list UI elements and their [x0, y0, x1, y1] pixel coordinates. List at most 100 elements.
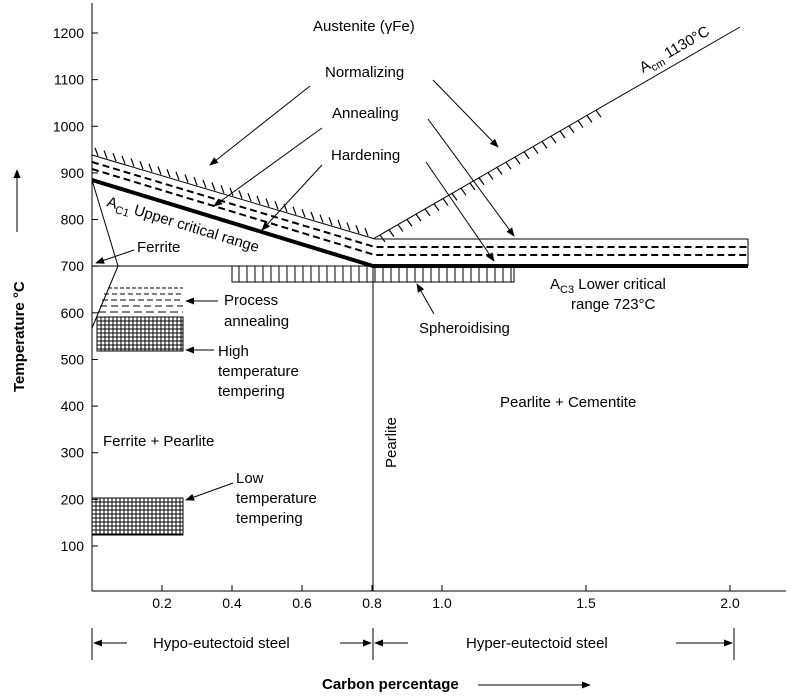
grid-outline: [96, 316, 184, 352]
high-temp-tempering-grid: [96, 316, 184, 352]
hatch-mark: [247, 192, 252, 202]
hatch-mark: [355, 225, 360, 234]
hatch-mark: [460, 187, 467, 196]
hypo-eutectoid-label: Hypo-eutectoid steel: [153, 635, 290, 652]
austenite-label: Austenite (γFe): [313, 18, 415, 35]
hatch-mark: [112, 152, 117, 162]
hatch-mark: [514, 156, 521, 165]
y-tick-label: 500: [61, 351, 85, 367]
high-temp-label-2: temperature: [218, 363, 299, 380]
x-tick-label: 1.5: [576, 595, 596, 611]
hatch-mark: [202, 179, 207, 189]
hatch-mark: [130, 158, 135, 167]
hatch-mark: [505, 161, 512, 170]
low-temp-tempering-grid: [91, 497, 184, 536]
hatch-mark: [550, 135, 557, 144]
hatch-mark: [175, 171, 180, 181]
hardening-label: Hardening: [331, 147, 400, 164]
annealing-label: Annealing: [332, 105, 399, 122]
hatch-mark: [433, 203, 440, 212]
hatch-mark: [424, 208, 431, 217]
hatch-mark: [337, 219, 342, 229]
normalizing-band-line: [91, 154, 748, 240]
annealing-band-line: [91, 161, 748, 248]
y-tick-label: 400: [61, 398, 85, 414]
ferrite-arrow: [95, 249, 135, 264]
hatch-mark: [469, 182, 476, 191]
spheroidising-arrow: [416, 283, 435, 315]
hatch-mark: [406, 219, 413, 227]
ferrite-lower-line: [91, 265, 119, 329]
hatch-mark: [415, 213, 422, 222]
hatch-mark: [184, 174, 189, 183]
y-tick-label: 600: [61, 305, 85, 321]
x-tick-label: 1.0: [432, 595, 452, 611]
annealing-arrow-left: [213, 127, 323, 207]
hardening-arrow-right: [425, 161, 495, 262]
hatch-mark: [166, 168, 171, 178]
hatch-mark: [220, 184, 225, 194]
hatch-mark: [148, 163, 153, 173]
ferrite-label: Ferrite: [137, 239, 180, 256]
hatch-mark: [319, 214, 324, 223]
acm-line: [372, 26, 741, 240]
hatch-mark: [442, 198, 449, 206]
hatch-mark: [532, 146, 539, 154]
hatch-mark: [451, 193, 458, 201]
normalizing-label: Normalizing: [325, 64, 404, 81]
hatch-mark: [139, 160, 144, 170]
hatch-mark: [265, 198, 270, 207]
hatch-mark: [292, 206, 297, 215]
normalizing-arrow-left: [209, 85, 311, 166]
y-tick-label: 1200: [53, 25, 84, 41]
low-temp-label-3: tempering: [236, 510, 303, 527]
y-axis-title: Temperature °C: [11, 281, 28, 392]
hatch-mark: [229, 187, 234, 197]
hatch-mark: [496, 167, 503, 175]
y-tick-label: 700: [61, 258, 85, 274]
hatch-mark: [388, 229, 395, 238]
spheroidising-hatch: [238, 266, 512, 282]
process-annealing-label-1: Process: [224, 292, 278, 309]
hatch-mark: [487, 172, 494, 180]
spheroidising-band: [231, 265, 515, 283]
ac3-label-2: range 723°C: [571, 296, 656, 313]
low-temp-label-2: temperature: [236, 490, 317, 507]
pearlite-label: Pearlite: [383, 417, 400, 468]
hardening-arrow-left: [261, 164, 323, 231]
acm-label: Acm 1130°C: [637, 23, 715, 79]
hatch-mark: [274, 200, 279, 210]
hatch-mark: [301, 209, 306, 218]
y-tick-label: 200: [61, 491, 85, 507]
spheroidising-label: Spheroidising: [419, 320, 510, 337]
y-tick-label: 800: [61, 212, 85, 228]
y-tick-label: 1000: [53, 118, 84, 134]
hatch-mark: [157, 166, 162, 175]
x-axis-ticks: 0.2 0.4 0.6 0.8 1.0 1.5 2.0: [152, 585, 740, 611]
hatch-mark: [559, 130, 566, 139]
x-axis-title: Carbon percentage: [322, 676, 459, 693]
hatch-mark: [310, 211, 315, 221]
x-tick-label: 0.2: [152, 595, 172, 611]
hyper-eutectoid-label: Hyper-eutectoid steel: [466, 635, 608, 652]
hatch-mark: [577, 120, 584, 128]
x-tick-label: 0.8: [362, 595, 382, 611]
upper-critical-line: [91, 178, 374, 268]
hatch-mark: [523, 151, 530, 160]
annealing-arrow-right: [427, 118, 515, 237]
hatch-mark: [346, 222, 351, 231]
hatch-mark: [397, 224, 404, 232]
hatch-mark: [103, 150, 108, 159]
ac3-label-1: AC3 Lower critical: [550, 276, 666, 296]
y-tick-label: 900: [61, 165, 85, 181]
hatch-mark: [541, 141, 548, 149]
hatch-mark: [256, 195, 261, 205]
hatch-mark: [94, 147, 99, 156]
hatch-mark: [364, 227, 369, 237]
hardening-band-line: [91, 168, 748, 256]
ferrite-pearlite-label: Ferrite + Pearlite: [103, 433, 214, 450]
y-tick-label: 100: [61, 538, 85, 554]
hatch-mark: [238, 190, 243, 199]
ferrite-boundary-line: [91, 179, 119, 267]
